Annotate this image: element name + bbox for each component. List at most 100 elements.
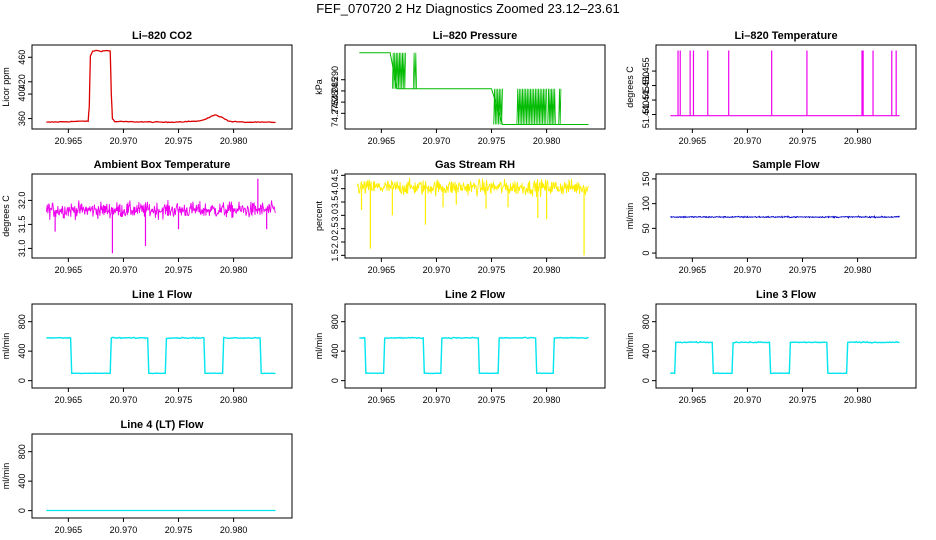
panel-line3: Line 3 Flow ml/min 20.965 20.970 20.975 20.98…: [625, 289, 917, 405]
y-tick-label: 51.440: [641, 101, 651, 129]
x-tick-label: 20.980: [220, 265, 248, 275]
x-tick-label: 20.965: [679, 265, 707, 275]
x-tick-label: 20.965: [679, 395, 707, 405]
y-tick-label: 150: [641, 171, 651, 186]
panel-rh: Gas Stream RH percent 20.965 20.970 20.975 20…: [314, 159, 606, 275]
plot-frame: [655, 173, 917, 259]
y-tick-label: 0: [17, 378, 27, 383]
x-tick-label: 20.965: [368, 136, 396, 146]
x-tick-label: 20.970: [423, 136, 451, 146]
plot-frame: [344, 173, 606, 259]
x-tick-label: 20.965: [55, 136, 83, 146]
x-tick-label: 20.970: [110, 525, 138, 535]
x-tick-label: 20.980: [533, 136, 561, 146]
y-tick-label: 400: [17, 474, 27, 489]
panel-title: Li–820 CO2: [132, 30, 192, 42]
page-title: FEF_070720 2 Hz Diagnostics Zoomed 23.12…: [316, 1, 620, 16]
plot-frame: [31, 44, 293, 130]
series-sample: [670, 214, 900, 220]
noise-band: [558, 88, 562, 125]
plot-frame: [344, 44, 606, 130]
x-tick-label: 20.970: [423, 395, 451, 405]
x-tick-label: 20.965: [368, 395, 396, 405]
y-tick-label: 0: [641, 251, 651, 256]
y-tick-label: 0: [17, 508, 27, 513]
y-tick-label: 74.290: [330, 66, 340, 94]
y-axis-label: ml/min: [625, 203, 635, 230]
y-tick-label: 2.5: [330, 222, 340, 235]
y-tick-label: 31.0: [17, 240, 27, 258]
x-tick-label: 20.970: [734, 395, 762, 405]
plot-frame: [344, 303, 606, 389]
x-tick-label: 20.970: [110, 395, 138, 405]
y-tick-label: 32.0: [17, 192, 27, 210]
panel-co2: Li–820 CO2 Licor ppm 20.965 20.970 20.975 20.…: [1, 30, 293, 146]
x-tick-label: 20.975: [478, 395, 506, 405]
panel-title: Line 1 Flow: [132, 289, 192, 301]
data-line: [45, 199, 276, 221]
x-tick-label: 20.980: [844, 136, 872, 146]
panel-temperature: Li–820 Temperature degrees C 20.965 20.970 2…: [625, 30, 917, 146]
panel-title: Line 3 Flow: [756, 289, 816, 301]
x-tick-label: 20.980: [844, 265, 872, 275]
panel-title: Line 2 Flow: [445, 289, 505, 301]
y-tick-label: 400: [330, 344, 340, 359]
y-tick-label: 31.5: [17, 216, 27, 234]
y-axis-label: degrees C: [625, 66, 635, 108]
series-temperature: [670, 50, 900, 117]
x-tick-label: 20.970: [423, 265, 451, 275]
data-line: [356, 177, 589, 198]
y-tick-label: 2.0: [330, 236, 340, 249]
y-tick-label: 800: [641, 314, 651, 329]
panel-line2: Line 2 Flow ml/min 20.965 20.970 20.975 20.98…: [314, 289, 606, 405]
y-tick-label: 460: [17, 50, 27, 65]
noise-band: [516, 88, 547, 125]
x-tick-label: 20.970: [110, 265, 138, 275]
y-tick-label: 0: [641, 378, 651, 383]
y-axis-label: ml/min: [1, 463, 11, 490]
y-axis-label: percent: [314, 200, 324, 231]
x-tick-label: 20.970: [110, 136, 138, 146]
panel-sample: Sample Flow ml/min 20.965 20.970 20.975 20.98…: [625, 159, 917, 275]
x-tick-label: 20.975: [789, 265, 817, 275]
y-tick-label: 74.28: [330, 91, 340, 114]
y-tick-label: 800: [330, 314, 340, 329]
y-tick-label: 4.0: [330, 182, 340, 195]
plot-frame: [31, 433, 293, 519]
y-tick-label: 400: [17, 87, 27, 102]
plot-frame: [655, 44, 917, 130]
panel-ambient: Ambient Box Temperature degrees C 20.965 20…: [1, 159, 293, 275]
x-tick-label: 20.975: [789, 136, 817, 146]
data-line: [46, 336, 276, 375]
x-tick-label: 20.965: [55, 265, 83, 275]
y-tick-label: 100: [641, 196, 651, 211]
y-tick-label: 800: [17, 314, 27, 329]
panel-title: Sample Flow: [752, 159, 820, 171]
y-tick-label: 800: [17, 444, 27, 459]
panel-line1: Line 1 Flow ml/min 20.965 20.970 20.975 20.98…: [1, 289, 293, 405]
noise-band: [392, 52, 406, 89]
panel-title: Line 4 (LT) Flow: [121, 419, 204, 431]
x-tick-label: 20.970: [734, 136, 762, 146]
x-tick-label: 20.965: [368, 265, 396, 275]
panel-pressure: Li–820 Pressure kPa 20.965 20.970 20.975 20.9…: [314, 30, 606, 146]
series-line2: [359, 336, 589, 375]
y-tick-label: 51.455: [641, 57, 651, 85]
y-tick-label: 51.445: [641, 86, 651, 114]
y-axis-label: degrees C: [1, 195, 11, 237]
y-tick-label: 4.5: [330, 169, 340, 182]
y-tick-label: 400: [641, 344, 651, 359]
plot-frame: [31, 303, 293, 389]
x-tick-label: 20.970: [734, 265, 762, 275]
x-tick-label: 20.975: [165, 525, 193, 535]
series-ambient: [45, 178, 276, 254]
series-line1: [46, 336, 276, 375]
x-tick-label: 20.975: [478, 265, 506, 275]
x-tick-label: 20.975: [165, 265, 193, 275]
data-line: [670, 214, 900, 220]
y-tick-label: 3.5: [330, 196, 340, 209]
data-line: [670, 340, 900, 375]
x-tick-label: 20.975: [789, 395, 817, 405]
y-tick-label: 3.0: [330, 209, 340, 222]
noise-band: [412, 52, 417, 89]
